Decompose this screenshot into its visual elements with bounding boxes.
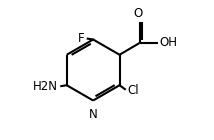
Text: N: N (89, 108, 98, 121)
Text: F: F (77, 32, 84, 45)
Text: O: O (134, 7, 143, 20)
Text: OH: OH (160, 37, 178, 49)
Text: Cl: Cl (127, 84, 139, 97)
Text: H2N: H2N (33, 80, 58, 93)
